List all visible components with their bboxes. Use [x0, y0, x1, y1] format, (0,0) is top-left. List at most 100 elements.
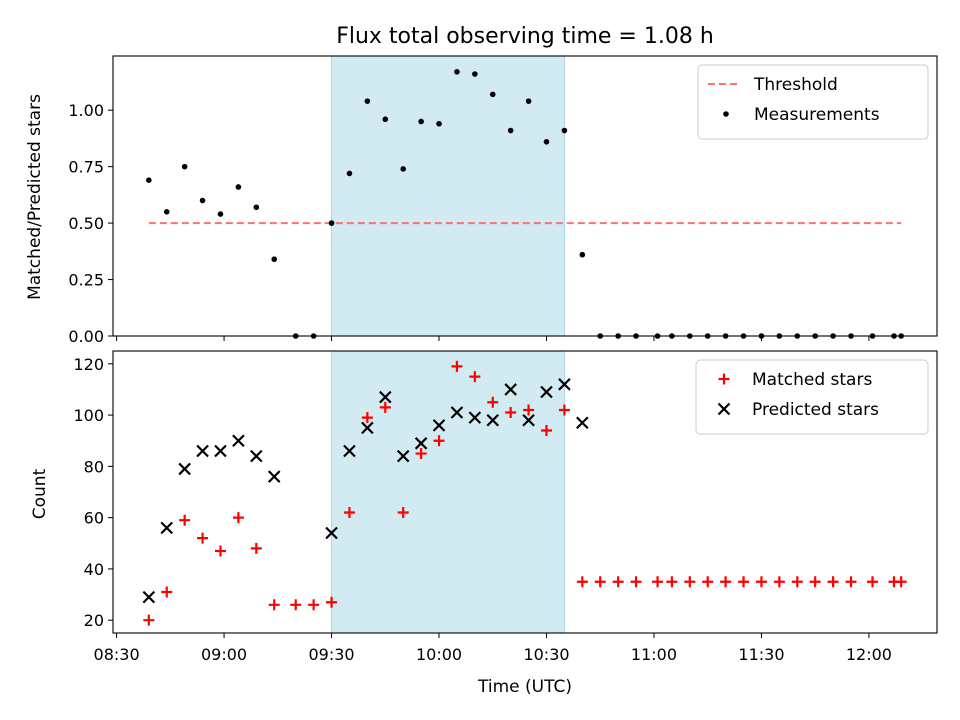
- x-tick-label: 11:00: [631, 645, 677, 664]
- top-axes-frame: [112, 55, 938, 337]
- bottom-point: [178, 462, 191, 476]
- bottom-point: [142, 590, 156, 604]
- bottom-series-matched-stars: [143, 360, 907, 626]
- bottom-point: [867, 576, 879, 588]
- bottom-y-tick-label: 20: [84, 611, 104, 630]
- top-point: [235, 184, 242, 190]
- top-point: [217, 211, 224, 217]
- bottom-point: [397, 507, 409, 519]
- bottom-point: [558, 378, 571, 391]
- bottom-point: [505, 407, 517, 419]
- x-tick-label: 10:00: [416, 645, 462, 664]
- bottom-point: [267, 470, 281, 483]
- x-tick-label: 09:30: [308, 645, 354, 664]
- top-panel: 0.00 0.25 0.50 0.75 1.00 Threshold Measurement…: [68, 55, 938, 346]
- bottom-point: [612, 576, 624, 588]
- bottom-point: [791, 576, 803, 588]
- bottom-point: [326, 596, 338, 608]
- bottom-point: [379, 390, 392, 404]
- bottom-point: [250, 449, 263, 463]
- bottom-point: [652, 576, 664, 588]
- top-legend-box: [697, 64, 929, 140]
- bottom-point: [143, 614, 155, 626]
- top-point: [489, 91, 496, 98]
- top-shaded-region: [331, 55, 565, 337]
- bottom-y-tick-label: 40: [84, 560, 104, 579]
- bottom-point: [666, 576, 678, 588]
- top-point: [400, 166, 406, 172]
- bottom-point: [379, 401, 391, 413]
- top-point: [364, 98, 371, 104]
- x-axis-label: Time (UTC): [477, 677, 572, 697]
- bottom-point: [308, 599, 320, 611]
- bottom-point: [487, 396, 499, 408]
- bottom-point: [232, 434, 245, 448]
- bottom-point: [720, 576, 732, 588]
- top-series-measurements: [146, 69, 904, 339]
- top-point: [561, 127, 568, 134]
- legend-label: Matched stars: [752, 370, 872, 390]
- bottom-point: [523, 404, 535, 416]
- x-tick-label: 11:30: [738, 645, 784, 664]
- bottom-legend: Matched stars Predicted stars: [695, 359, 929, 435]
- bottom-point: [469, 371, 481, 383]
- bottom-y-axis-label: Count: [30, 468, 50, 519]
- x-tick-label: 08:30: [94, 645, 140, 664]
- top-point: [163, 209, 170, 215]
- bottom-point: [576, 576, 588, 588]
- bottom-point: [450, 406, 464, 419]
- top-y-tick-label: 0.25: [68, 271, 104, 290]
- bottom-point: [738, 576, 750, 588]
- bottom-point: [214, 444, 227, 458]
- top-point: [436, 120, 442, 127]
- top-point: [271, 256, 278, 263]
- bottom-point: [232, 512, 244, 524]
- bottom-point: [773, 576, 785, 588]
- bottom-point: [486, 413, 500, 427]
- top-point: [146, 177, 152, 183]
- bottom-point: [268, 599, 280, 611]
- bottom-point: [396, 449, 410, 463]
- legend-marker: [718, 373, 730, 385]
- bottom-point: [325, 526, 338, 540]
- top-point: [181, 163, 188, 170]
- top-point: [199, 197, 206, 204]
- bottom-point: [468, 411, 482, 424]
- bottom-point: [433, 435, 445, 447]
- bottom-point: [504, 383, 517, 396]
- chart-title: Flux total observing time = 1.08 h: [336, 24, 714, 49]
- top-y-tick-label: 0.75: [68, 158, 104, 177]
- top-point: [472, 71, 478, 77]
- bottom-point: [827, 576, 839, 588]
- top-point: [382, 116, 389, 123]
- bottom-point: [845, 576, 857, 588]
- top-point: [579, 251, 586, 258]
- bottom-point: [451, 360, 463, 372]
- legend-marker: [717, 402, 731, 416]
- bottom-series-predicted-stars: [142, 378, 589, 604]
- top-point: [507, 127, 514, 134]
- top-y-tick-label: 1.00: [68, 101, 104, 120]
- top-y-tick-label: 0.00: [68, 327, 104, 346]
- bottom-legend-box: [695, 359, 929, 435]
- bottom-panel: 20 40 60 80 100 120 08:30 09:00 09:30 10:00 10:30 1…: [73, 350, 938, 664]
- top-point: [454, 69, 460, 75]
- bottom-point: [250, 542, 262, 554]
- bottom-point: [197, 532, 209, 544]
- bottom-point: [558, 404, 570, 416]
- legend-label: Threshold: [753, 75, 838, 95]
- bottom-point: [343, 507, 355, 519]
- bottom-point: [684, 576, 696, 588]
- top-point: [328, 220, 335, 226]
- bottom-point: [361, 412, 373, 424]
- bottom-point: [809, 576, 821, 588]
- bottom-point: [361, 421, 374, 435]
- bottom-point: [540, 385, 553, 399]
- x-tick-label: 12:00: [846, 645, 892, 664]
- bottom-point: [540, 424, 552, 436]
- bottom-point: [415, 448, 427, 460]
- top-point: [525, 98, 532, 104]
- bottom-point: [179, 514, 191, 526]
- bottom-point: [630, 576, 642, 588]
- x-tick-label: 10:30: [523, 645, 569, 664]
